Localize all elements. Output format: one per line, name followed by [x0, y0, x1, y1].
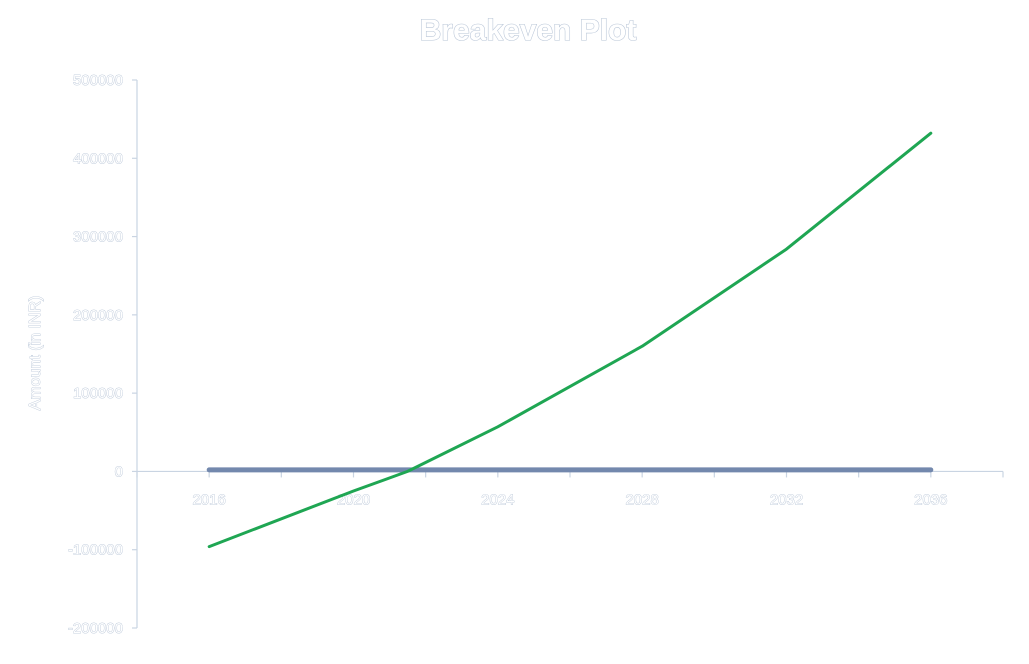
x-tick-labels: 2016 2020 2024 2028 2032 2036: [192, 491, 948, 509]
y-tick-label: -100000: [68, 542, 123, 559]
x-tick-label: 2028: [625, 491, 658, 508]
y-tick-labels: 500000 400000 300000 200000 100000 0 -100000 -2…: [68, 72, 124, 638]
chart-title: Breakeven Plot: [420, 14, 637, 47]
x-tick-label: 2024: [481, 491, 514, 508]
y-tick-label: 0: [115, 463, 123, 480]
y-axis-title: Amount (in INR): [27, 296, 44, 411]
y-tick-label: 400000: [73, 150, 123, 167]
x-tick-label: 2016: [192, 491, 225, 508]
y-tick-label: 500000: [73, 72, 123, 89]
y-tick-label: 100000: [73, 385, 123, 402]
axes: [132, 79, 1004, 629]
series-lines: [206, 131, 934, 549]
y-tick-label: 300000: [73, 229, 123, 246]
y-tick-label: -200000: [68, 620, 123, 637]
y-tick-label: 200000: [73, 307, 123, 324]
series-line-breakeven-curve: [207, 131, 933, 549]
x-tick-label: 2032: [770, 491, 803, 508]
x-tick-label: 2036: [914, 491, 947, 508]
